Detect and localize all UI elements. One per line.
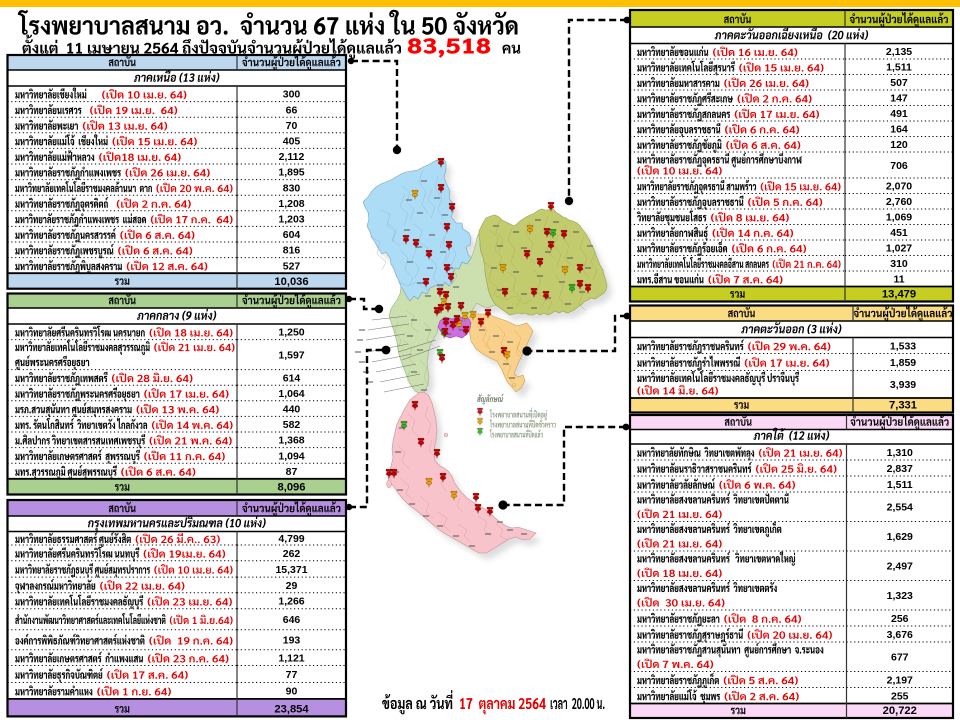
svg-text:4,799: 4,799 <box>278 533 304 545</box>
svg-text:1,368: 1,368 <box>278 435 304 447</box>
svg-text:646: 646 <box>283 614 301 626</box>
svg-text:147: 147 <box>890 93 908 105</box>
svg-text:1,250: 1,250 <box>278 327 304 339</box>
svg-text:816: 816 <box>283 245 301 257</box>
svg-text:8,096: 8,096 <box>278 482 306 494</box>
svg-text:507: 507 <box>890 77 908 89</box>
svg-text:15,371: 15,371 <box>275 564 307 576</box>
svg-text:1,069: 1,069 <box>886 212 912 224</box>
svg-text:1,511: 1,511 <box>886 62 912 74</box>
svg-text:11: 11 <box>893 274 904 286</box>
svg-text:1,859: 1,859 <box>890 357 916 369</box>
svg-text:77: 77 <box>286 669 298 681</box>
svg-text:2,112: 2,112 <box>279 151 305 163</box>
svg-text:1,323: 1,323 <box>887 590 913 602</box>
svg-text:20,722: 20,722 <box>883 705 917 717</box>
svg-text:1,597: 1,597 <box>278 350 304 362</box>
svg-text:1,533: 1,533 <box>890 340 916 352</box>
svg-text:87: 87 <box>286 466 298 478</box>
svg-text:1,266: 1,266 <box>278 596 304 608</box>
svg-text:2,070: 2,070 <box>886 181 912 193</box>
svg-text:262: 262 <box>283 548 301 560</box>
svg-text:604: 604 <box>283 229 301 241</box>
svg-text:451: 451 <box>890 227 908 239</box>
svg-text:70: 70 <box>286 120 298 132</box>
svg-text:23,854: 23,854 <box>274 704 309 716</box>
svg-text:2,837: 2,837 <box>887 463 913 475</box>
svg-text:66: 66 <box>286 104 298 116</box>
svg-text:120: 120 <box>890 139 908 151</box>
svg-text:7,331: 7,331 <box>889 400 917 412</box>
svg-text:2,135: 2,135 <box>886 46 912 58</box>
svg-text:2,760: 2,760 <box>886 196 912 208</box>
svg-text:1,511: 1,511 <box>887 479 913 491</box>
svg-text:1,629: 1,629 <box>887 531 913 543</box>
svg-text:256: 256 <box>891 613 909 625</box>
svg-text:1,121: 1,121 <box>278 653 304 665</box>
svg-text:164: 164 <box>890 124 908 136</box>
svg-text:440: 440 <box>283 404 301 416</box>
svg-text:3,939: 3,939 <box>890 379 916 391</box>
svg-text:193: 193 <box>283 635 301 647</box>
svg-text:1,064: 1,064 <box>278 388 304 400</box>
svg-text:13,479: 13,479 <box>882 289 916 301</box>
svg-text:1,310: 1,310 <box>887 447 913 459</box>
svg-text:527: 527 <box>283 260 301 272</box>
svg-text:614: 614 <box>283 372 301 384</box>
svg-text:677: 677 <box>891 652 909 664</box>
svg-text:582: 582 <box>283 419 301 431</box>
svg-text:255: 255 <box>891 690 909 702</box>
svg-text:2,197: 2,197 <box>887 674 913 686</box>
svg-text:10,036: 10,036 <box>274 276 308 288</box>
svg-text:1,027: 1,027 <box>886 243 912 255</box>
svg-text:2,497: 2,497 <box>887 561 913 573</box>
svg-text:706: 706 <box>890 160 908 172</box>
svg-text:310: 310 <box>890 258 908 270</box>
svg-text:3,676: 3,676 <box>887 629 913 641</box>
svg-text:491: 491 <box>890 108 908 120</box>
svg-text:29: 29 <box>286 580 298 592</box>
svg-text:1,094: 1,094 <box>278 450 304 462</box>
svg-text:1,203: 1,203 <box>278 214 304 226</box>
svg-text:830: 830 <box>283 182 301 194</box>
svg-text:1,208: 1,208 <box>278 198 304 210</box>
svg-text:300: 300 <box>283 89 301 101</box>
svg-text:2,554: 2,554 <box>887 502 913 514</box>
svg-text:405: 405 <box>283 136 301 148</box>
svg-text:90: 90 <box>286 686 298 698</box>
svg-text:1,895: 1,895 <box>278 167 304 179</box>
